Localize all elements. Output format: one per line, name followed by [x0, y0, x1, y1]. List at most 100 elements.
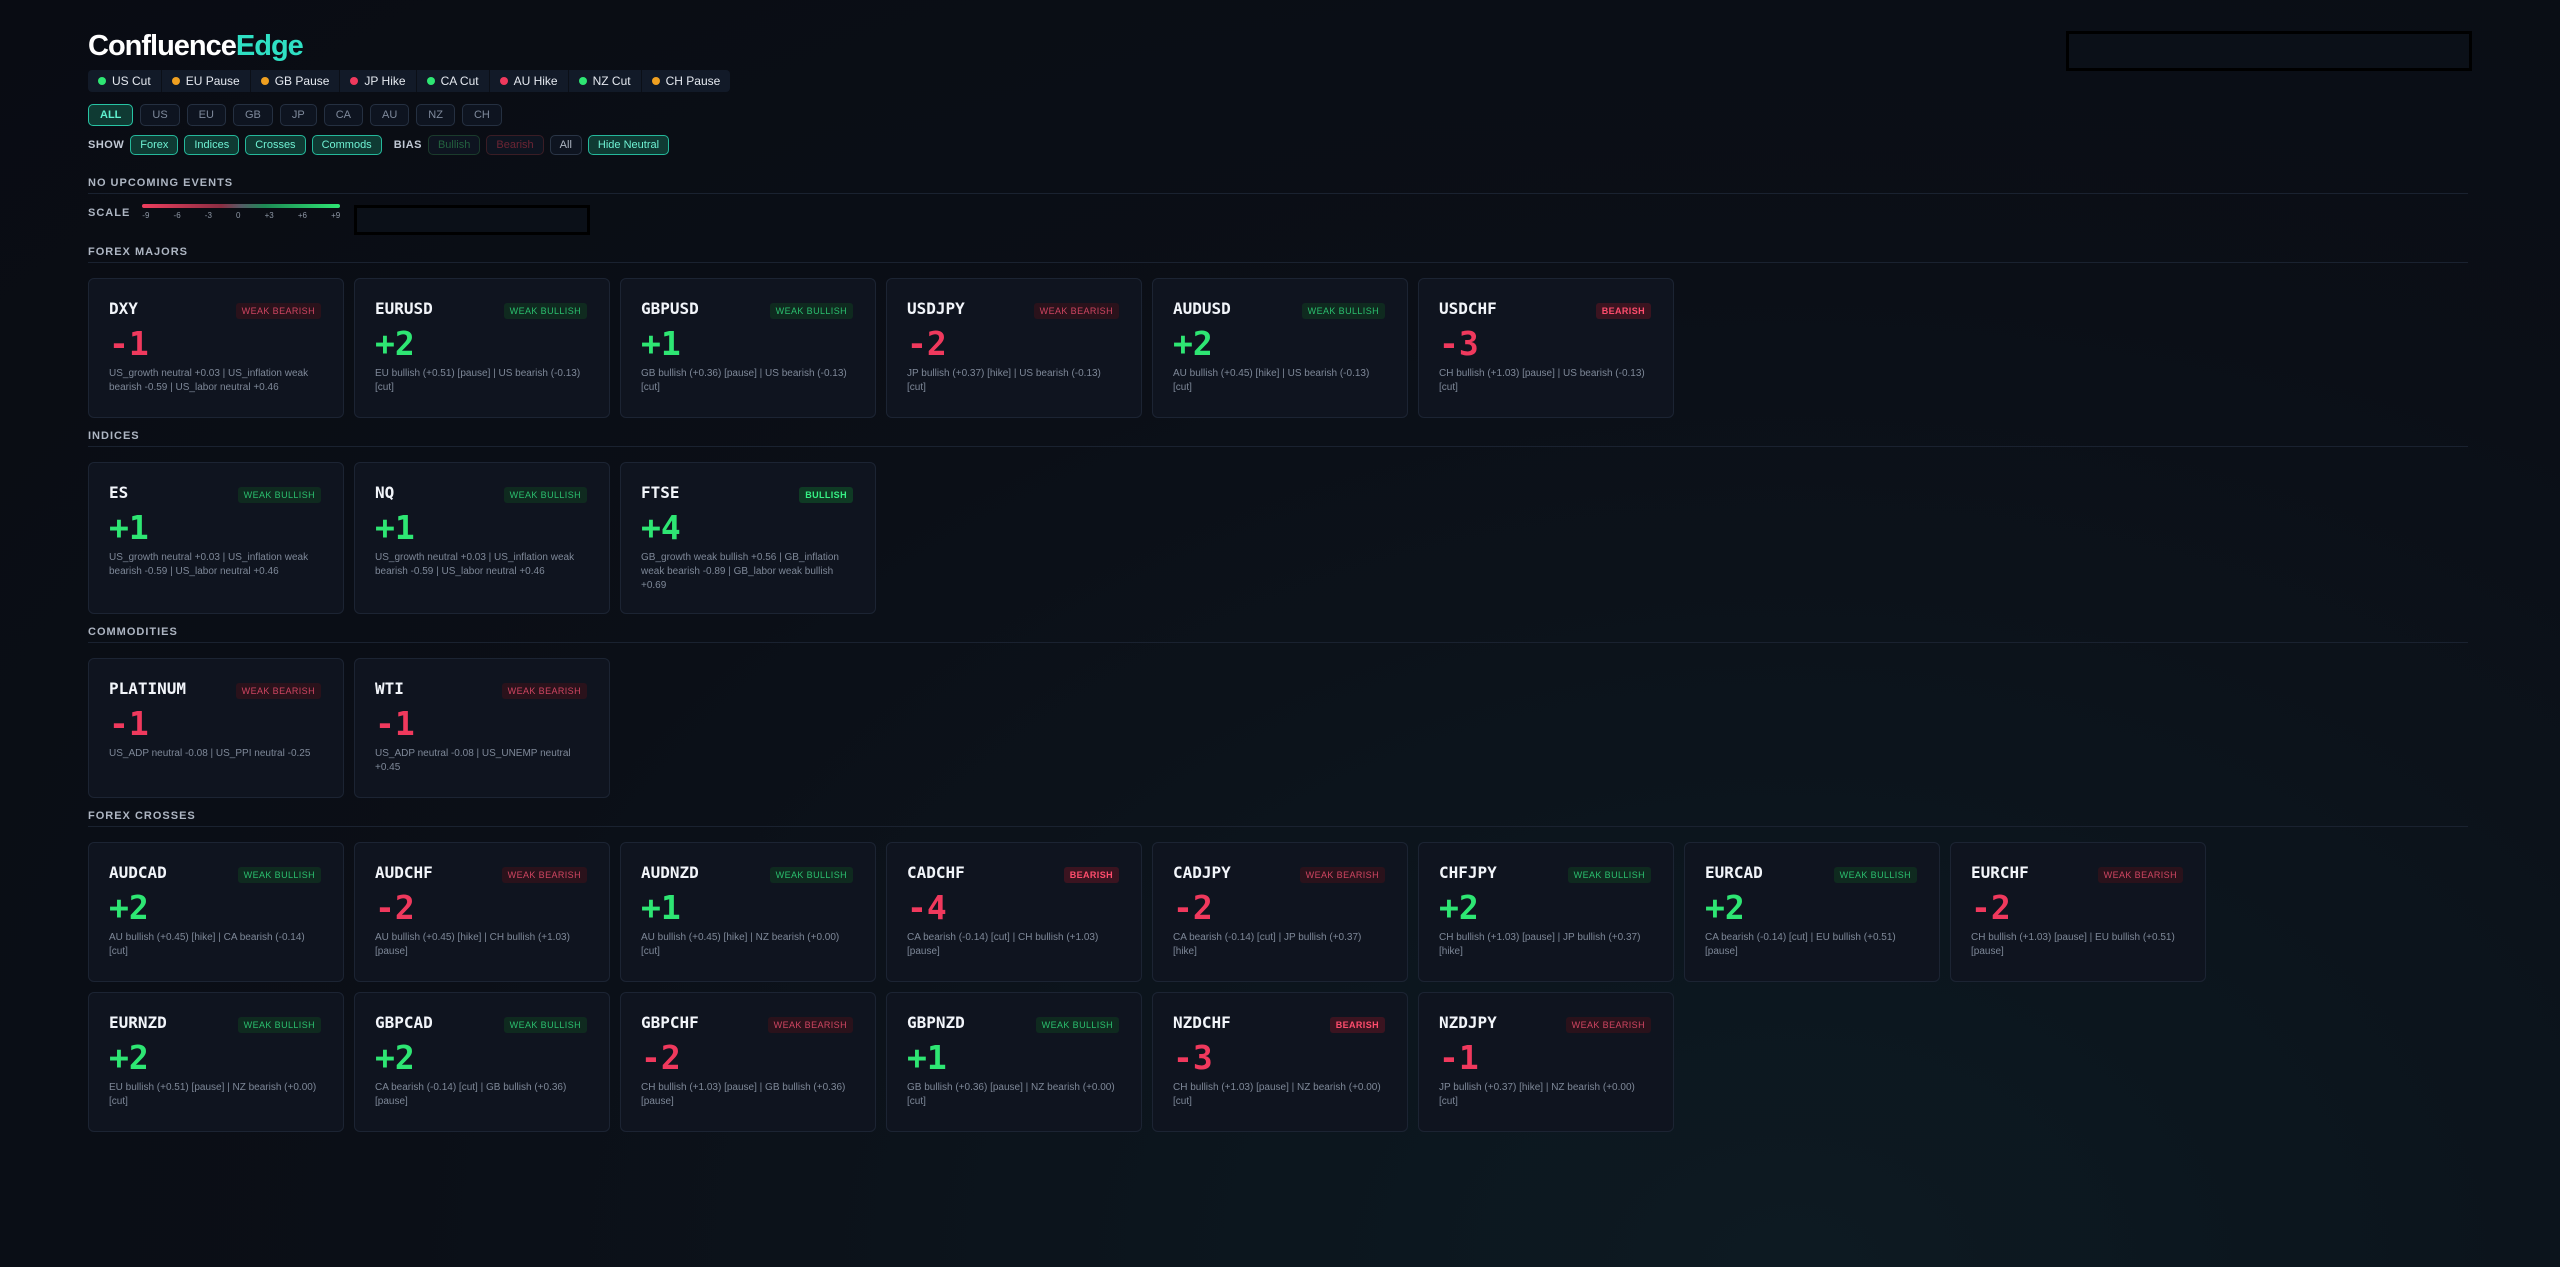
rate-label: NZ Cut: [592, 74, 631, 88]
bias-toggle-hide-neutral[interactable]: Hide Neutral: [587, 135, 670, 155]
bias-score: +2: [109, 888, 149, 927]
instrument-card[interactable]: CHFJPY WEAK BULLISH +2 CH bullish (+1.03) […: [1418, 842, 1674, 982]
country-chip-eu[interactable]: EU: [186, 104, 226, 126]
bias-badge: WEAK BULLISH: [1301, 303, 1385, 319]
instrument-card[interactable]: NZDJPY WEAK BEARISH -1 JP bullish (+0.37) […: [1418, 992, 1674, 1132]
bias-toggle-all[interactable]: All: [549, 135, 582, 155]
rate-pill[interactable]: EU Pause: [162, 70, 251, 92]
bias-badge: WEAK BEARISH: [501, 867, 587, 883]
bias-breakdown: CA bearish (-0.14) [cut] | JP bullish (+…: [1173, 932, 1362, 957]
bias-breakdown: GB bullish (+0.36) [pause] | US bearish …: [641, 368, 847, 393]
upcoming-events: NO UPCOMING EVENTS: [88, 177, 2468, 194]
instrument-card[interactable]: GBPCHF WEAK BEARISH -2 CH bullish (+1.03) […: [620, 992, 876, 1132]
instrument-card[interactable]: GBPUSD WEAK BULLISH +1 GB bullish (+0.36) […: [620, 278, 876, 418]
instrument-symbol: GBPNZD: [907, 1013, 965, 1032]
instrument-card[interactable]: EURCAD WEAK BULLISH +2 CA bearish (-0.14) […: [1684, 842, 1940, 982]
bias-breakdown: CH bullish (+1.03) [pause] | NZ bearish …: [1173, 1082, 1381, 1107]
bias-toggle-bullish[interactable]: Bullish: [427, 135, 481, 155]
instrument-card[interactable]: PLATINUM WEAK BEARISH -1 US_ADP neutral -0.…: [88, 658, 344, 798]
card-grid: ES WEAK BULLISH +1 US_growth neutral +0.03 …: [88, 462, 2468, 614]
bias-score: +1: [109, 508, 149, 547]
country-chip-ch[interactable]: CH: [461, 104, 502, 126]
bias-badge: WEAK BULLISH: [1567, 867, 1651, 883]
scale-bar: [142, 204, 341, 208]
bias-score: -3: [1439, 324, 1479, 363]
bias-badge: WEAK BULLISH: [237, 487, 321, 503]
scale-tick: -3: [204, 211, 212, 220]
bias-breakdown: CA bearish (-0.14) [cut] | CH bullish (+…: [907, 932, 1099, 957]
instrument-symbol: NZDCHF: [1173, 1013, 1231, 1032]
bias-badge: WEAK BULLISH: [1035, 1017, 1119, 1033]
instrument-symbol: GBPCHF: [641, 1013, 699, 1032]
instrument-card[interactable]: ES WEAK BULLISH +1 US_growth neutral +0.03 …: [88, 462, 344, 614]
rate-pill[interactable]: NZ Cut: [569, 70, 642, 92]
instrument-card[interactable]: USDJPY WEAK BEARISH -2 JP bullish (+0.37) […: [886, 278, 1142, 418]
instrument-card[interactable]: CADJPY WEAK BEARISH -2 CA bearish (-0.14) […: [1152, 842, 1408, 982]
instrument-card[interactable]: WTI WEAK BEARISH -1 US_ADP neutral -0.08 | …: [354, 658, 610, 798]
instrument-card[interactable]: NQ WEAK BULLISH +1 US_growth neutral +0.03 …: [354, 462, 610, 614]
instrument-card[interactable]: AUDUSD WEAK BULLISH +2 AU bullish (+0.45) […: [1152, 278, 1408, 418]
show-toggle-commods[interactable]: Commods: [311, 135, 382, 155]
country-chip-gb[interactable]: GB: [232, 104, 273, 126]
country-chip-jp[interactable]: JP: [279, 104, 317, 126]
show-toggle-forex[interactable]: Forex: [130, 135, 179, 155]
instrument-card[interactable]: EURUSD WEAK BULLISH +2 EU bullish (+0.51) […: [354, 278, 610, 418]
bias-score: +1: [375, 508, 415, 547]
instrument-card[interactable]: FTSE BULLISH +4 GB_growth weak bullish +0.5…: [620, 462, 876, 614]
rate-pill[interactable]: GB Pause: [251, 70, 341, 92]
rate-pill[interactable]: CA Cut: [417, 70, 490, 92]
rate-label: AU Hike: [513, 74, 558, 88]
show-toggle-indices[interactable]: Indices: [184, 135, 240, 155]
country-chip-au[interactable]: AU: [369, 104, 410, 126]
header-search-box[interactable]: [2066, 31, 2472, 71]
country-chip-ca[interactable]: CA: [323, 104, 363, 126]
bias-breakdown: JP bullish (+0.37) [hike] | US bearish (…: [907, 368, 1101, 393]
bias-breakdown: CA bearish (-0.14) [cut] | GB bullish (+…: [375, 1082, 567, 1107]
section-title: FOREX MAJORS: [88, 246, 189, 258]
scale-tick: +9: [331, 211, 341, 220]
divider: [88, 642, 2468, 643]
instrument-card[interactable]: CADCHF BEARISH -4 CA bearish (-0.14) [cut] …: [886, 842, 1142, 982]
show-toggles: Forex Indices Crosses Commods: [130, 135, 382, 155]
instrument-card[interactable]: GBPNZD WEAK BULLISH +1 GB bullish (+0.36) […: [886, 992, 1142, 1132]
bias-breakdown: GB bullish (+0.36) [pause] | NZ bearish …: [907, 1082, 1115, 1107]
bias-badge: WEAK BEARISH: [235, 683, 321, 699]
instrument-card[interactable]: AUDCAD WEAK BULLISH +2 AU bullish (+0.45) […: [88, 842, 344, 982]
section-title: COMMODITIES: [88, 626, 178, 638]
scale-tick: -6: [173, 211, 181, 220]
bias-badge: WEAK BEARISH: [1033, 303, 1119, 319]
country-chip-all[interactable]: ALL: [88, 104, 134, 126]
bias-toggle-bearish[interactable]: Bearish: [486, 135, 544, 155]
instrument-card[interactable]: DXY WEAK BEARISH -1 US_growth neutral +0.03…: [88, 278, 344, 418]
instrument-card[interactable]: AUDCHF WEAK BEARISH -2 AU bullish (+0.45) […: [354, 842, 610, 982]
instrument-symbol: CADCHF: [907, 863, 965, 882]
country-chip-us[interactable]: US: [140, 104, 180, 126]
bias-breakdown: CH bullish (+1.03) [pause] | GB bullish …: [641, 1082, 846, 1107]
instrument-symbol: GBPCAD: [375, 1013, 433, 1032]
instrument-card[interactable]: EURNZD WEAK BULLISH +2 EU bullish (+0.51) […: [88, 992, 344, 1132]
bias-score: +1: [641, 888, 681, 927]
bias-badge: WEAK BULLISH: [237, 1017, 321, 1033]
instrument-card[interactable]: EURCHF WEAK BEARISH -2 CH bullish (+1.03) […: [1950, 842, 2206, 982]
bias-badge: WEAK BULLISH: [503, 487, 587, 503]
rate-label: EU Pause: [185, 74, 240, 88]
instrument-card[interactable]: USDCHF BEARISH -3 CH bullish (+1.03) [pause…: [1418, 278, 1674, 418]
show-toggle-crosses[interactable]: Crosses: [245, 135, 306, 155]
country-chip-nz[interactable]: NZ: [416, 104, 455, 126]
rate-pill[interactable]: AU Hike: [490, 70, 569, 92]
rate-pill[interactable]: JP Hike: [340, 70, 417, 92]
instrument-card[interactable]: AUDNZD WEAK BULLISH +1 AU bullish (+0.45) […: [620, 842, 876, 982]
bias-breakdown: CH bullish (+1.03) [pause] | JP bullish …: [1439, 932, 1641, 957]
instrument-card[interactable]: NZDCHF BEARISH -3 CH bullish (+1.03) [pause…: [1152, 992, 1408, 1132]
rate-pill[interactable]: US Cut: [88, 70, 162, 92]
section-title: FOREX CROSSES: [88, 810, 196, 822]
bias-breakdown: CA bearish (-0.14) [cut] | EU bullish (+…: [1705, 932, 1896, 957]
instrument-card[interactable]: GBPCAD WEAK BULLISH +2 CA bearish (-0.14) […: [354, 992, 610, 1132]
bias-breakdown: AU bullish (+0.45) [hike] | US bearish (…: [1173, 368, 1370, 393]
section-commodities: COMMODITIES PLATINUM WEAK BEARISH -1 US_ADP …: [88, 626, 2468, 798]
scale-input-box[interactable]: [354, 205, 591, 235]
bias-badge: WEAK BEARISH: [235, 303, 321, 319]
instrument-symbol: USDJPY: [907, 299, 965, 318]
bias-breakdown: JP bullish (+0.37) [hike] | NZ bearish (…: [1439, 1082, 1635, 1107]
rate-pill[interactable]: CH Pause: [642, 70, 731, 92]
